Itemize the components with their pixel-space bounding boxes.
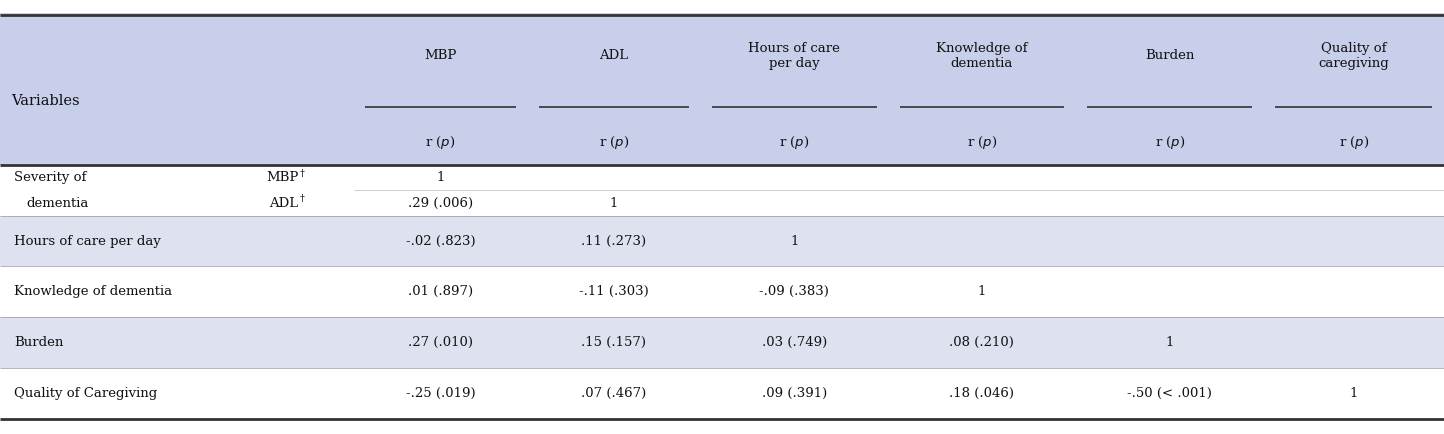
- Text: r ($p$): r ($p$): [426, 134, 455, 151]
- Text: .11 (.273): .11 (.273): [580, 235, 647, 247]
- Bar: [0, 266, 1444, 317]
- Text: 1: 1: [1165, 336, 1174, 349]
- Text: MBP: MBP: [266, 171, 297, 184]
- Bar: [0, 368, 1444, 419]
- Text: .15 (.157): .15 (.157): [580, 336, 647, 349]
- Text: .08 (.210): .08 (.210): [950, 336, 1014, 349]
- Text: ADL: ADL: [269, 197, 297, 210]
- Text: †: †: [300, 168, 305, 178]
- Text: .09 (.391): .09 (.391): [761, 387, 827, 400]
- Text: Burden: Burden: [1145, 49, 1194, 62]
- Text: r ($p$): r ($p$): [1339, 134, 1369, 151]
- Text: -.02 (.823): -.02 (.823): [406, 235, 475, 247]
- Bar: [0, 165, 1444, 190]
- Text: r ($p$): r ($p$): [780, 134, 809, 151]
- Text: Burden: Burden: [14, 336, 64, 349]
- Text: .01 (.897): .01 (.897): [407, 286, 474, 298]
- Text: Quality of
caregiving: Quality of caregiving: [1318, 42, 1389, 69]
- Text: 1: 1: [609, 197, 618, 210]
- Text: 1: 1: [436, 171, 445, 184]
- Text: r ($p$): r ($p$): [967, 134, 996, 151]
- Text: Knowledge of
dementia: Knowledge of dementia: [936, 42, 1028, 69]
- Text: .29 (.006): .29 (.006): [407, 197, 474, 210]
- Text: .18 (.046): .18 (.046): [949, 387, 1015, 400]
- Text: Variables: Variables: [12, 94, 81, 108]
- Text: Knowledge of dementia: Knowledge of dementia: [14, 286, 173, 298]
- Text: -.09 (.383): -.09 (.383): [760, 286, 829, 298]
- Text: dementia: dementia: [26, 197, 88, 210]
- Bar: [0, 317, 1444, 368]
- Text: r ($p$): r ($p$): [1155, 134, 1184, 151]
- Text: -.50 (< .001): -.50 (< .001): [1128, 387, 1212, 400]
- Text: r ($p$): r ($p$): [599, 134, 628, 151]
- Text: ADL: ADL: [599, 49, 628, 62]
- Text: Hours of care per day: Hours of care per day: [14, 235, 162, 247]
- Text: †: †: [300, 194, 305, 203]
- Bar: [0, 216, 1444, 266]
- Text: -.25 (.019): -.25 (.019): [406, 387, 475, 400]
- Text: .07 (.467): .07 (.467): [580, 387, 647, 400]
- Text: MBP: MBP: [425, 49, 456, 62]
- Text: 1: 1: [790, 235, 799, 247]
- Text: Quality of Caregiving: Quality of Caregiving: [14, 387, 157, 400]
- Bar: [0, 190, 1444, 216]
- Text: 1: 1: [1350, 387, 1357, 400]
- Text: Severity of: Severity of: [14, 171, 87, 184]
- Text: -.11 (.303): -.11 (.303): [579, 286, 648, 298]
- Bar: [0, 13, 1444, 165]
- Text: Hours of care
per day: Hours of care per day: [748, 42, 840, 69]
- Text: 1: 1: [978, 286, 986, 298]
- Text: .03 (.749): .03 (.749): [761, 336, 827, 349]
- Text: .27 (.010): .27 (.010): [407, 336, 474, 349]
